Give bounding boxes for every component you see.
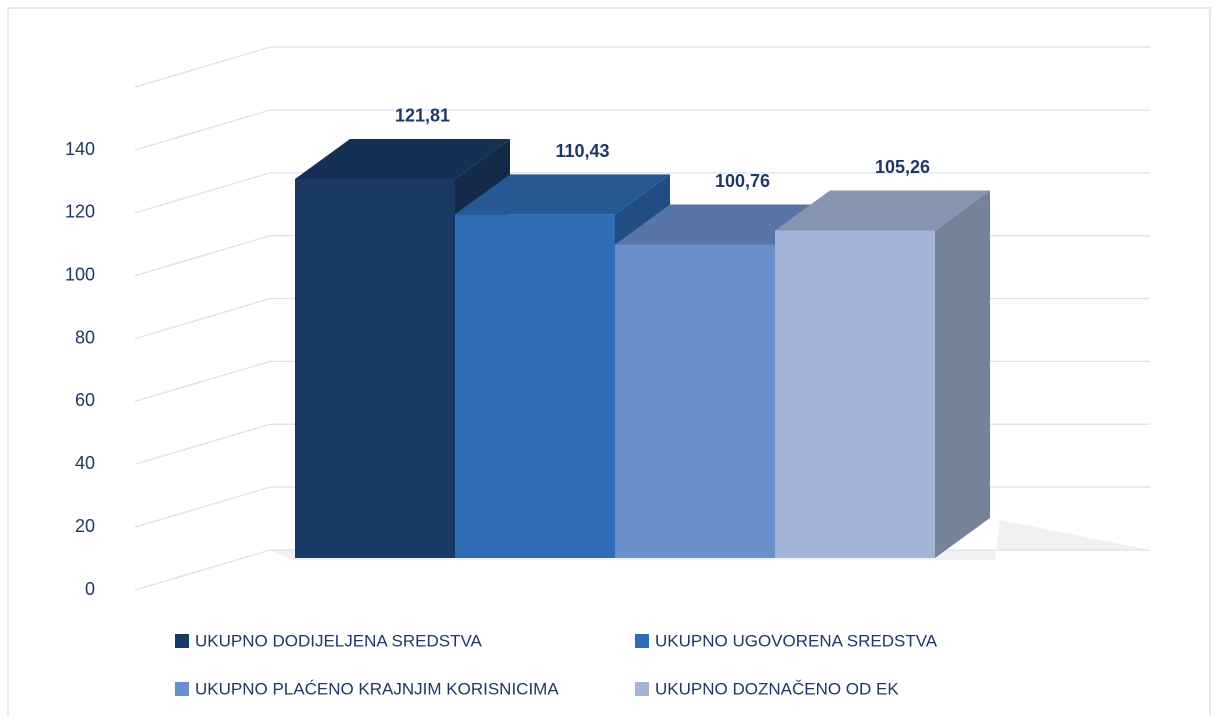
legend-label: UKUPNO UGOVORENA SREDSTVA [655,631,938,650]
bar-side [935,190,990,558]
grid-line [134,109,1150,151]
data-label: 110,43 [555,141,609,161]
data-label: 121,81 [395,106,450,126]
bar [615,244,775,558]
bar [455,214,615,558]
y-tick-label: 0 [85,579,95,599]
bar-top [295,138,510,179]
legend-label: UKUPNO DODIJELJENA SREDSTVA [195,631,483,650]
y-tick-label: 140 [65,139,95,159]
legend-swatch [175,682,189,696]
bar [775,230,935,558]
y-tick-label: 60 [75,390,95,410]
legend-label: UKUPNO DOZNAČENO OD EK [655,679,899,698]
y-tick-label: 20 [75,516,95,536]
grid-line [134,172,1150,214]
data-label: 105,26 [875,157,930,177]
bar-top [455,174,670,215]
bar [295,178,455,558]
legend-swatch [175,634,189,648]
legend-label: UKUPNO PLAĆENO KRAJNJIM KORISNICIMA [195,679,559,698]
legend-swatch [635,634,649,648]
data-label: 100,76 [715,171,770,191]
y-tick-label: 40 [75,453,95,473]
bar-top [775,190,990,231]
y-tick-label: 120 [65,202,95,222]
legend-swatch [635,682,649,696]
y-tick-label: 100 [65,264,95,284]
wall-edge [134,46,1150,88]
y-tick-label: 80 [75,327,95,347]
